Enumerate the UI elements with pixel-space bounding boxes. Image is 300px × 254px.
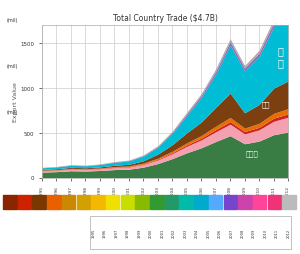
Text: 2003: 2003 xyxy=(183,228,188,237)
Text: 1995: 1995 xyxy=(92,228,96,237)
Text: 2010: 2010 xyxy=(264,228,268,237)
Text: 2009: 2009 xyxy=(252,228,256,237)
Text: 2004: 2004 xyxy=(195,228,199,237)
Text: 2005: 2005 xyxy=(206,228,210,237)
X-axis label: Year: Year xyxy=(158,198,172,204)
Title: Total Country Trade ($4.7B): Total Country Trade ($4.7B) xyxy=(112,14,218,23)
Text: 1996: 1996 xyxy=(103,228,107,237)
Text: 1998: 1998 xyxy=(126,228,130,237)
Text: 1999: 1999 xyxy=(137,228,142,237)
Text: 2002: 2002 xyxy=(172,228,176,237)
Text: 2006: 2006 xyxy=(218,228,222,237)
Text: 金属: 金属 xyxy=(262,101,271,108)
Text: 2011: 2011 xyxy=(275,228,279,237)
Text: 2008: 2008 xyxy=(241,228,245,237)
Text: (mil): (mil) xyxy=(7,18,18,23)
Text: (mil): (mil) xyxy=(7,110,18,115)
Text: 2001: 2001 xyxy=(160,228,164,237)
Text: 2012: 2012 xyxy=(286,228,291,237)
Text: 机
械: 机 械 xyxy=(278,46,284,68)
Text: 1997: 1997 xyxy=(115,228,119,237)
Text: (mil): (mil) xyxy=(7,64,18,69)
Text: 织织品: 织织品 xyxy=(245,149,258,156)
Text: 2007: 2007 xyxy=(229,228,233,237)
Y-axis label: Export Value: Export Value xyxy=(13,82,18,121)
Text: 2000: 2000 xyxy=(149,228,153,237)
